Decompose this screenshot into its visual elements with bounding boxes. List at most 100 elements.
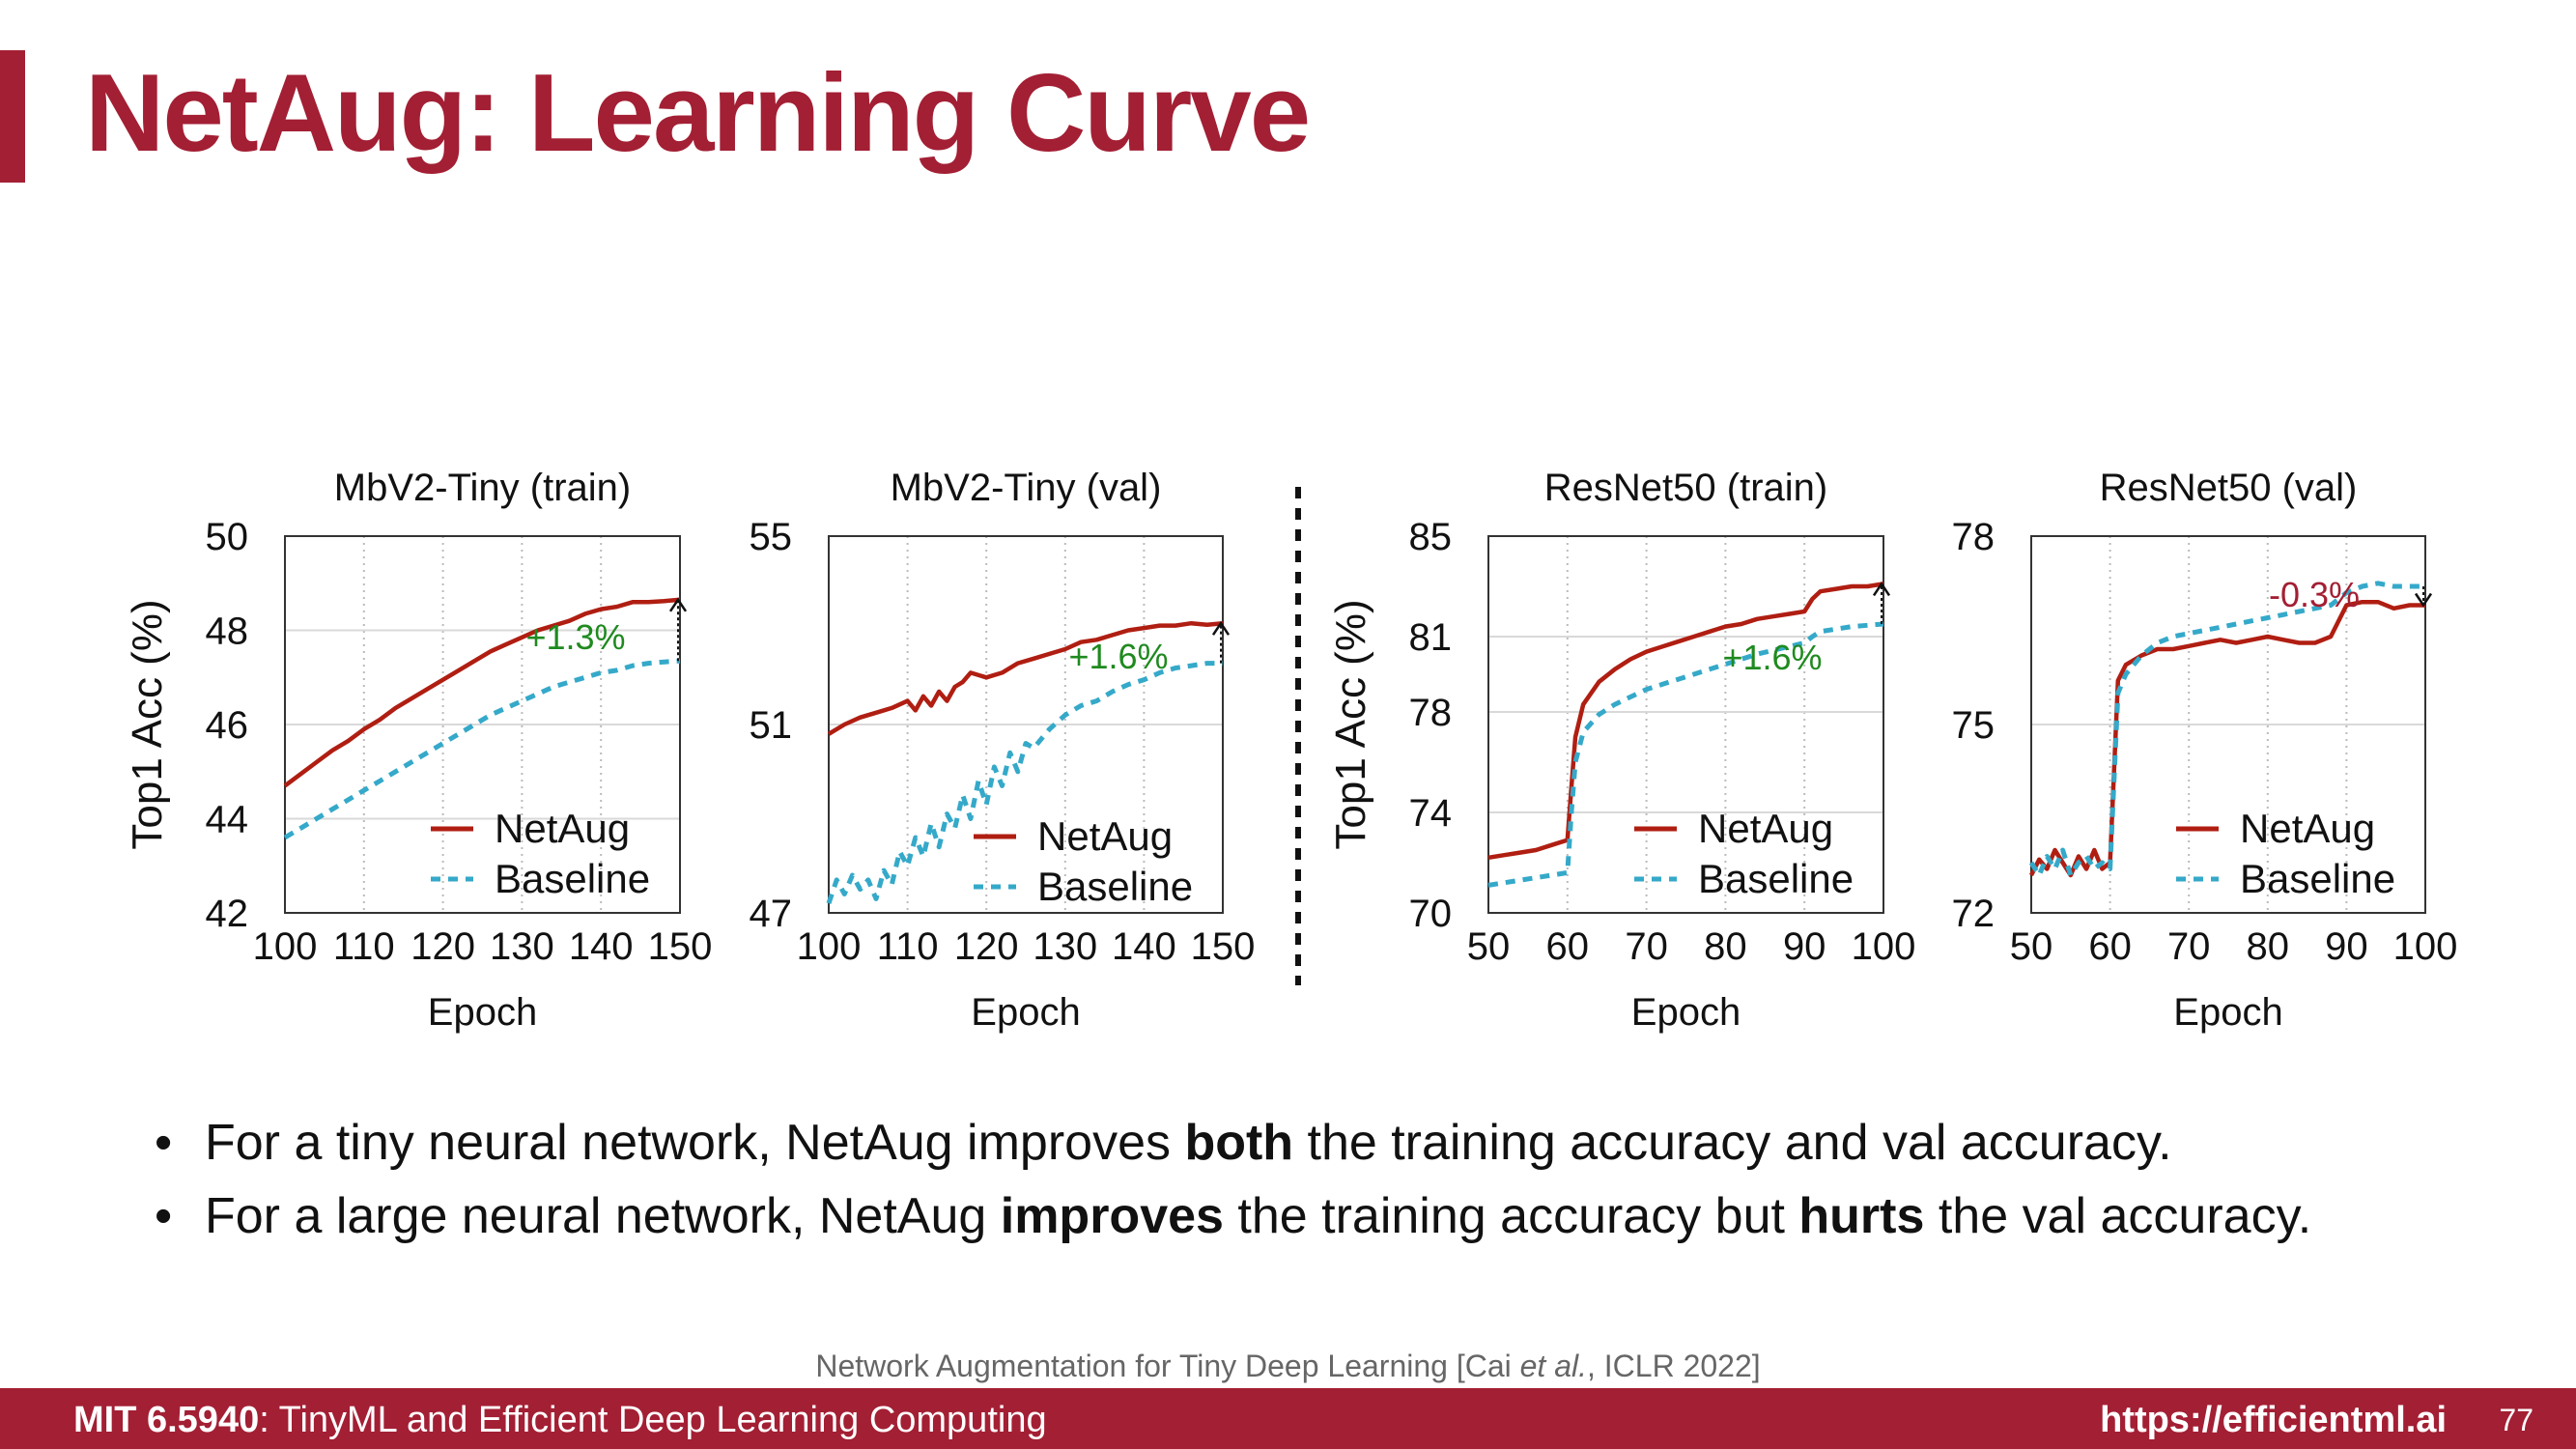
gain-annotation: -0.3% <box>2269 575 2360 614</box>
x-tick-label: 70 <box>1625 925 1668 968</box>
x-tick-label: 110 <box>877 925 939 968</box>
arrow-head <box>668 597 688 612</box>
x-tick-label: 140 <box>1112 925 1176 968</box>
slide-title: NetAug: Learning Curve <box>85 52 1311 175</box>
citation: Network Augmentation for Tiny Deep Learn… <box>0 1349 2576 1384</box>
x-tick-label: 150 <box>648 925 713 968</box>
bullet-text: the training accuracy but <box>1223 1188 1799 1244</box>
chart-title: MbV2-Tiny (train) <box>334 467 631 509</box>
baseline-series-line <box>1487 621 1884 888</box>
bullet-item: For a tiny neural network, NetAug improv… <box>155 1106 2311 1179</box>
baseline-series-line <box>2028 581 2425 878</box>
arrow-head <box>1211 620 1231 636</box>
course-name: MIT 6.5940: TinyML and Efficient Deep Le… <box>73 1400 1047 1441</box>
legend-label: Baseline <box>495 856 650 901</box>
x-tick-label: 150 <box>1191 925 1256 968</box>
y-tick-label: 78 <box>1409 692 1453 734</box>
x-tick-label: 60 <box>1546 925 1590 968</box>
x-tick-label: 90 <box>1783 925 1826 968</box>
x-tick-label: 70 <box>2167 925 2211 968</box>
x-tick-label: 100 <box>253 925 318 968</box>
chart-title: MbV2-Tiny (val) <box>891 467 1162 509</box>
y-tick-label: 48 <box>206 611 249 653</box>
plot-frame <box>1487 535 1884 914</box>
y-tick-label: 78 <box>1952 516 1996 558</box>
x-tick-label: 60 <box>2088 925 2132 968</box>
bullet-text: For a tiny neural network, NetAug improv… <box>205 1115 1185 1171</box>
x-tick-label: 90 <box>2325 925 2368 968</box>
legend-label: Baseline <box>1037 864 1193 909</box>
y-tick-label: 70 <box>1409 893 1453 935</box>
x-tick-label: 100 <box>2393 925 2458 968</box>
legend-label: Baseline <box>1698 856 1854 901</box>
x-tick-label: 120 <box>410 925 475 968</box>
x-tick-label: 80 <box>2247 925 2290 968</box>
bullet-text: the training accuracy and val accuracy. <box>1293 1115 2172 1171</box>
course-title: : TinyML and Efficient Deep Learning Com… <box>259 1400 1047 1440</box>
chart-title: ResNet50 (val) <box>2100 467 2358 509</box>
plot-frame <box>284 535 681 914</box>
baseline-series-line <box>826 661 1223 904</box>
x-tick-label: 50 <box>2010 925 2053 968</box>
y-tick-label: 55 <box>750 516 793 558</box>
netaug-series-line <box>1487 582 1884 861</box>
legend-label: Baseline <box>2240 856 2395 901</box>
chart-title: ResNet50 (train) <box>1544 467 1827 509</box>
footer-bar: MIT 6.5940: TinyML and Efficient Deep Le… <box>0 1388 2576 1449</box>
gain-annotation: +1.3% <box>525 617 625 657</box>
x-tick-label: 50 <box>1467 925 1511 968</box>
course-url[interactable]: https://efficientml.ai <box>2100 1400 2447 1440</box>
y-tick-label: 46 <box>206 704 249 747</box>
citation-italic: et al. <box>1519 1349 1587 1383</box>
y-tick-label: 47 <box>750 893 793 935</box>
bullet-item: For a large neural network, NetAug impro… <box>155 1179 2311 1253</box>
y-axis-label: Top1 Acc (%) <box>124 599 171 849</box>
bullet-list: For a tiny neural network, NetAug improv… <box>155 1106 2311 1253</box>
netaug-series-line <box>827 620 1224 736</box>
x-tick-label: 100 <box>797 925 862 968</box>
x-axis-label: Epoch <box>2173 991 2282 1034</box>
citation-text: , ICLR 2022] <box>1587 1349 1761 1383</box>
x-axis-label: Epoch <box>428 991 537 1034</box>
y-tick-label: 85 <box>1409 516 1453 558</box>
bullet-bold-text: both <box>1184 1115 1294 1171</box>
bullet-bold-text: hurts <box>1798 1188 1925 1244</box>
x-tick-label: 130 <box>1033 925 1097 968</box>
plot-frame <box>828 535 1224 914</box>
plot-frame <box>2030 535 2426 914</box>
page-number: 77 <box>2499 1403 2534 1437</box>
x-tick-label: 100 <box>1852 925 1916 968</box>
y-tick-label: 44 <box>206 799 249 841</box>
y-tick-label: 81 <box>1409 616 1453 659</box>
legend-label: NetAug <box>1037 813 1173 859</box>
gain-annotation: +1.6% <box>1068 637 1168 676</box>
arrow-head <box>1872 582 1891 597</box>
y-tick-label: 75 <box>1952 704 1996 747</box>
bullet-text: For a large neural network, NetAug <box>205 1188 1001 1244</box>
y-tick-label: 72 <box>1952 893 1996 935</box>
course-code: MIT 6.5940 <box>73 1400 260 1440</box>
netaug-series-line <box>283 597 681 788</box>
bullet-bold-text: improves <box>1000 1188 1224 1244</box>
x-tick-label: 130 <box>490 925 554 968</box>
baseline-series-line <box>283 658 681 840</box>
bullet-text: the val accuracy. <box>1924 1188 2312 1244</box>
citation-text: Network Augmentation for Tiny Deep Learn… <box>815 1349 1520 1383</box>
y-tick-label: 50 <box>206 516 249 558</box>
y-tick-label: 42 <box>206 893 249 935</box>
title-accent-bar <box>0 50 25 183</box>
gain-annotation: +1.6% <box>1722 638 1822 677</box>
y-tick-label: 51 <box>750 704 793 747</box>
x-axis-label: Epoch <box>1631 991 1741 1034</box>
arrow-head <box>2414 592 2433 608</box>
learning-curve-charts: 100 110 120 130 140 150 42 44 46 48 50 MbV2-Tiny (t… <box>124 467 2458 1034</box>
x-axis-label: Epoch <box>971 991 1080 1034</box>
legend-label: NetAug <box>495 806 630 851</box>
legend-label: NetAug <box>2240 806 2375 851</box>
x-tick-label: 80 <box>1704 925 1747 968</box>
legend-label: NetAug <box>1698 806 1833 851</box>
x-tick-label: 110 <box>333 925 395 968</box>
y-tick-label: 74 <box>1409 792 1453 835</box>
y-axis-label: Top1 Acc (%) <box>1327 599 1374 849</box>
x-tick-label: 120 <box>954 925 1019 968</box>
